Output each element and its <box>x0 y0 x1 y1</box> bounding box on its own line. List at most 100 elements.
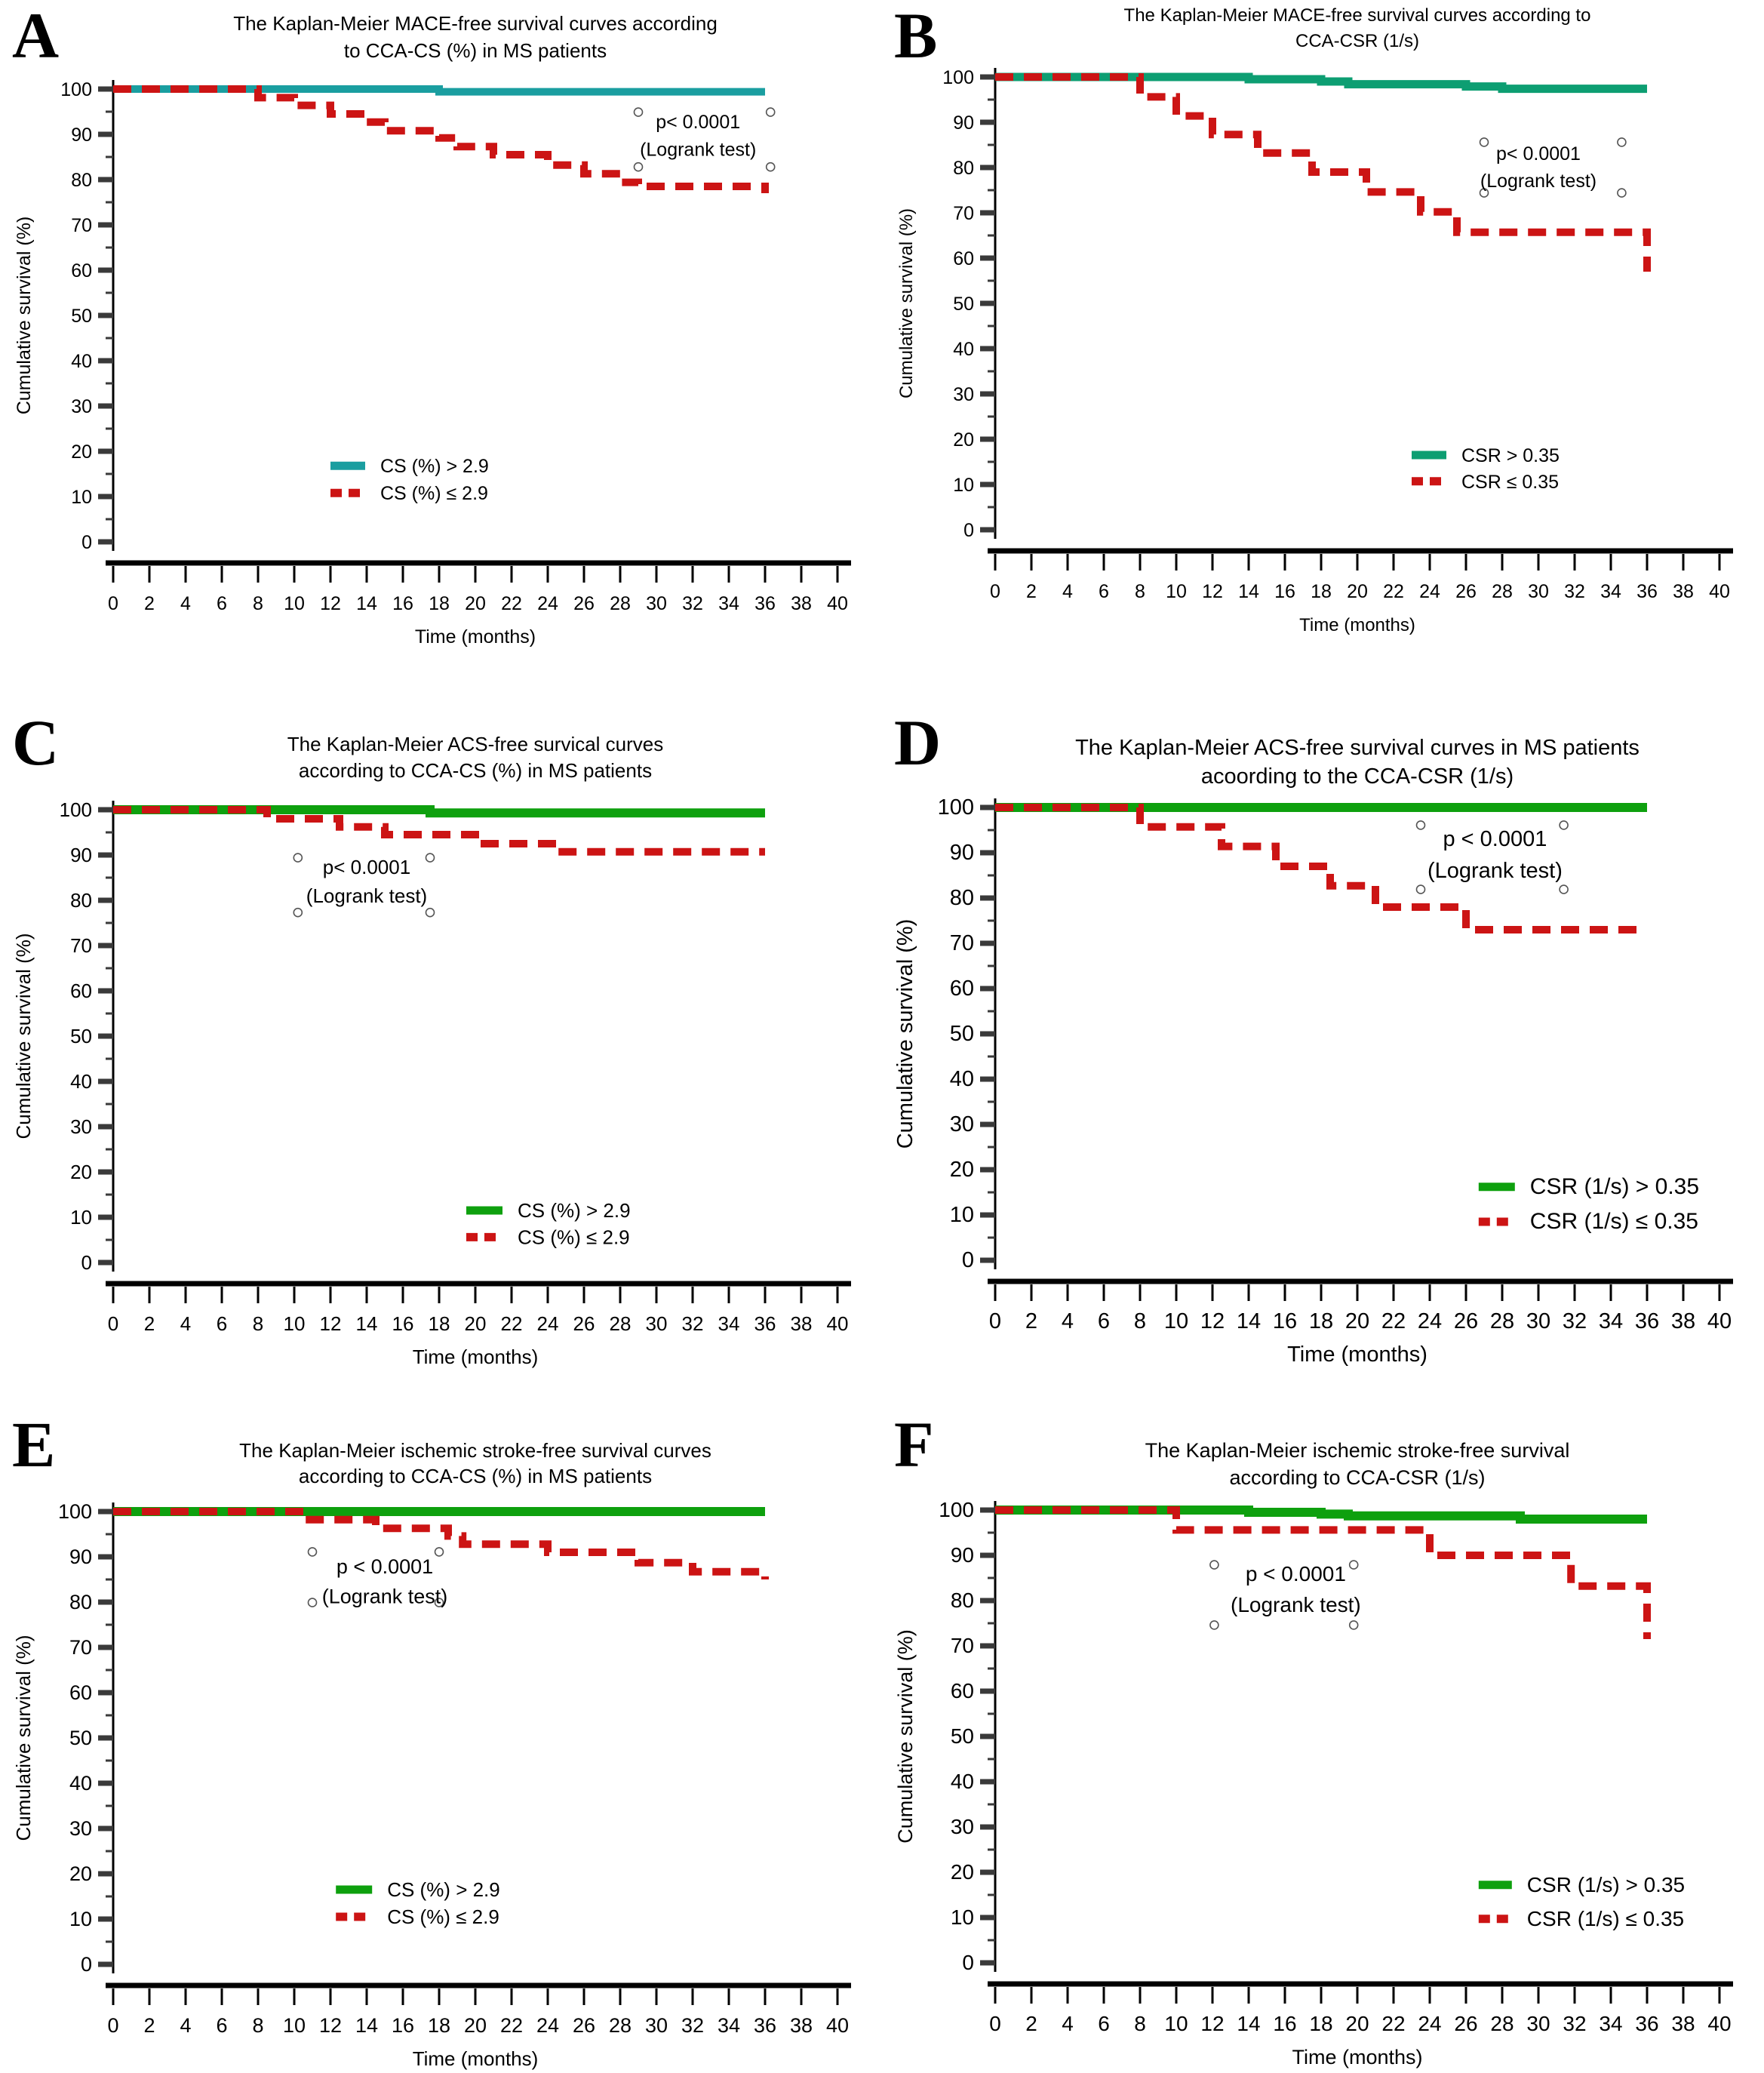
svg-text:20: 20 <box>951 1860 974 1884</box>
svg-text:10: 10 <box>1166 581 1187 602</box>
series-dashed <box>995 73 1651 272</box>
svg-text:32: 32 <box>1563 2012 1586 2035</box>
km-plot-b: The Kaplan-Meier MACE-free survival curv… <box>896 5 1733 635</box>
panel-letter-d: D <box>894 706 942 779</box>
svg-text:0: 0 <box>990 581 1000 602</box>
svg-text:16: 16 <box>1274 581 1295 602</box>
censor-marks <box>1479 137 1627 198</box>
svg-text:28: 28 <box>1492 581 1513 602</box>
svg-text:26: 26 <box>573 2014 595 2037</box>
svg-text:6: 6 <box>1099 581 1109 602</box>
svg-text:8: 8 <box>253 593 263 614</box>
svg-text:36: 36 <box>1635 1309 1659 1333</box>
svg-text:40: 40 <box>1707 1309 1732 1333</box>
svg-text:60: 60 <box>950 977 974 1001</box>
chart-title: The Kaplan-Meier MACE-free survival curv… <box>1124 5 1591 51</box>
legend-label: CSR ≤ 0.35 <box>1461 472 1559 493</box>
svg-text:38: 38 <box>791 593 812 614</box>
legend: CSR (1/s) > 0.35 CSR (1/s) ≤ 0.35 <box>1478 1873 1685 1930</box>
legend-label: CSR > 0.35 <box>1461 445 1560 466</box>
svg-text:14: 14 <box>1238 581 1259 602</box>
legend: CSR > 0.35 CSR ≤ 0.35 <box>1412 445 1560 493</box>
svg-text:0: 0 <box>81 1953 92 1976</box>
legend-label: CSR (1/s) > 0.35 <box>1530 1174 1699 1199</box>
svg-text:0: 0 <box>962 1951 974 1974</box>
legend-label: CS (%) ≤ 2.9 <box>387 1905 499 1928</box>
censor-marks <box>633 107 776 172</box>
svg-text:28: 28 <box>610 593 631 614</box>
svg-text:10: 10 <box>70 1206 92 1229</box>
svg-text:10: 10 <box>953 475 974 496</box>
svg-text:36: 36 <box>754 1312 776 1335</box>
svg-text:100: 100 <box>60 798 92 821</box>
series-dashed <box>113 85 769 193</box>
svg-text:70: 70 <box>953 203 974 224</box>
svg-text:22: 22 <box>1381 2012 1405 2035</box>
legend-label: CS (%) ≤ 2.9 <box>518 1226 630 1248</box>
svg-text:24: 24 <box>1418 2012 1441 2035</box>
legend-label: CS (%) > 2.9 <box>518 1199 631 1222</box>
svg-text:16: 16 <box>1273 2012 1296 2035</box>
svg-text:0: 0 <box>962 1248 974 1272</box>
svg-text:28: 28 <box>1490 2012 1514 2035</box>
svg-text:4: 4 <box>180 593 191 614</box>
svg-text:0: 0 <box>81 532 92 553</box>
svg-text:20: 20 <box>1345 2012 1369 2035</box>
svg-text:20: 20 <box>465 1312 487 1335</box>
svg-text:8: 8 <box>1134 2012 1146 2035</box>
svg-text:28: 28 <box>610 1312 632 1335</box>
svg-text:36: 36 <box>1636 581 1658 602</box>
panel-letter-e: E <box>12 1408 56 1481</box>
y-axis-label: Cumulative survival (%) <box>12 1635 35 1841</box>
km-plot-d: The Kaplan-Meier ACS-free survival curve… <box>893 736 1733 1367</box>
svg-text:(Logrank test): (Logrank test) <box>1480 171 1597 192</box>
svg-text:p < 0.0001: p < 0.0001 <box>337 1555 433 1578</box>
svg-text:100: 100 <box>942 67 974 88</box>
svg-text:2: 2 <box>1026 581 1037 602</box>
svg-text:70: 70 <box>71 215 92 236</box>
svg-text:p < 0.0001: p < 0.0001 <box>1246 1562 1346 1586</box>
svg-text:2: 2 <box>1025 1309 1037 1333</box>
svg-text:30: 30 <box>1528 581 1549 602</box>
series-solid <box>113 805 765 818</box>
svg-text:to CCA-CS (%) in MS patients: to CCA-CS (%) in MS patients <box>344 39 607 62</box>
svg-text:18: 18 <box>1311 581 1332 602</box>
series-dashed <box>113 806 765 856</box>
svg-text:34: 34 <box>1599 1309 1623 1333</box>
svg-text:according to CCA-CSR (1/s): according to CCA-CSR (1/s) <box>1229 1466 1485 1489</box>
svg-text:50: 50 <box>950 1022 974 1046</box>
svg-text:0: 0 <box>108 593 118 614</box>
svg-text:according to CCA-CS (%) in MS: according to CCA-CS (%) in MS patients <box>299 1465 652 1487</box>
svg-text:(Logrank test): (Logrank test) <box>306 884 427 907</box>
svg-text:100: 100 <box>60 79 92 100</box>
km-plot-c: The Kaplan-Meier ACS-free survical curve… <box>12 733 851 1368</box>
svg-text:80: 80 <box>71 170 92 191</box>
svg-text:34: 34 <box>1599 2012 1622 2035</box>
svg-text:40: 40 <box>826 2014 849 2037</box>
svg-text:The Kaplan-Meier MACE-free sur: The Kaplan-Meier MACE-free survival curv… <box>1124 5 1591 26</box>
chart-title: The Kaplan-Meier ACS-free survical curve… <box>287 733 664 782</box>
x-axis-label: Time (months) <box>1287 1343 1427 1367</box>
panel-f: F The Kaplan-Meier ischemic stroke-free … <box>882 1382 1764 2073</box>
svg-text:40: 40 <box>1709 581 1730 602</box>
km-plot-a: The Kaplan-Meier MACE-free survival curv… <box>14 12 851 647</box>
legend: CS (%) > 2.9 CS (%) ≤ 2.9 <box>330 456 489 504</box>
legend-label: CSR (1/s) ≤ 0.35 <box>1530 1209 1698 1234</box>
svg-text:4: 4 <box>1062 1309 1074 1333</box>
y-axis: 0 10 20 30 40 50 60 70 80 90 100 Cumulative surviva… <box>893 795 997 1272</box>
svg-text:80: 80 <box>950 886 974 910</box>
svg-text:6: 6 <box>217 593 227 614</box>
svg-text:34: 34 <box>718 2014 740 2037</box>
panel-a: A The Kaplan-Meier MACE-free survival cu… <box>0 0 882 690</box>
x-axis-label: Time (months) <box>1299 615 1415 635</box>
svg-text:22: 22 <box>1383 581 1404 602</box>
legend-label: CS (%) > 2.9 <box>387 1878 500 1901</box>
svg-text:22: 22 <box>501 593 522 614</box>
legend-label: CSR (1/s) > 0.35 <box>1527 1873 1685 1896</box>
x-axis: 0 2 4 6 8 10 12 14 16 18 20 22 24 26 28 30 32 34 36 38 40Tim… <box>988 548 1733 635</box>
svg-text:32: 32 <box>682 593 703 614</box>
series-solid <box>995 72 1647 94</box>
svg-text:30: 30 <box>950 1112 974 1136</box>
svg-text:34: 34 <box>1600 581 1621 602</box>
svg-text:20: 20 <box>953 429 974 451</box>
